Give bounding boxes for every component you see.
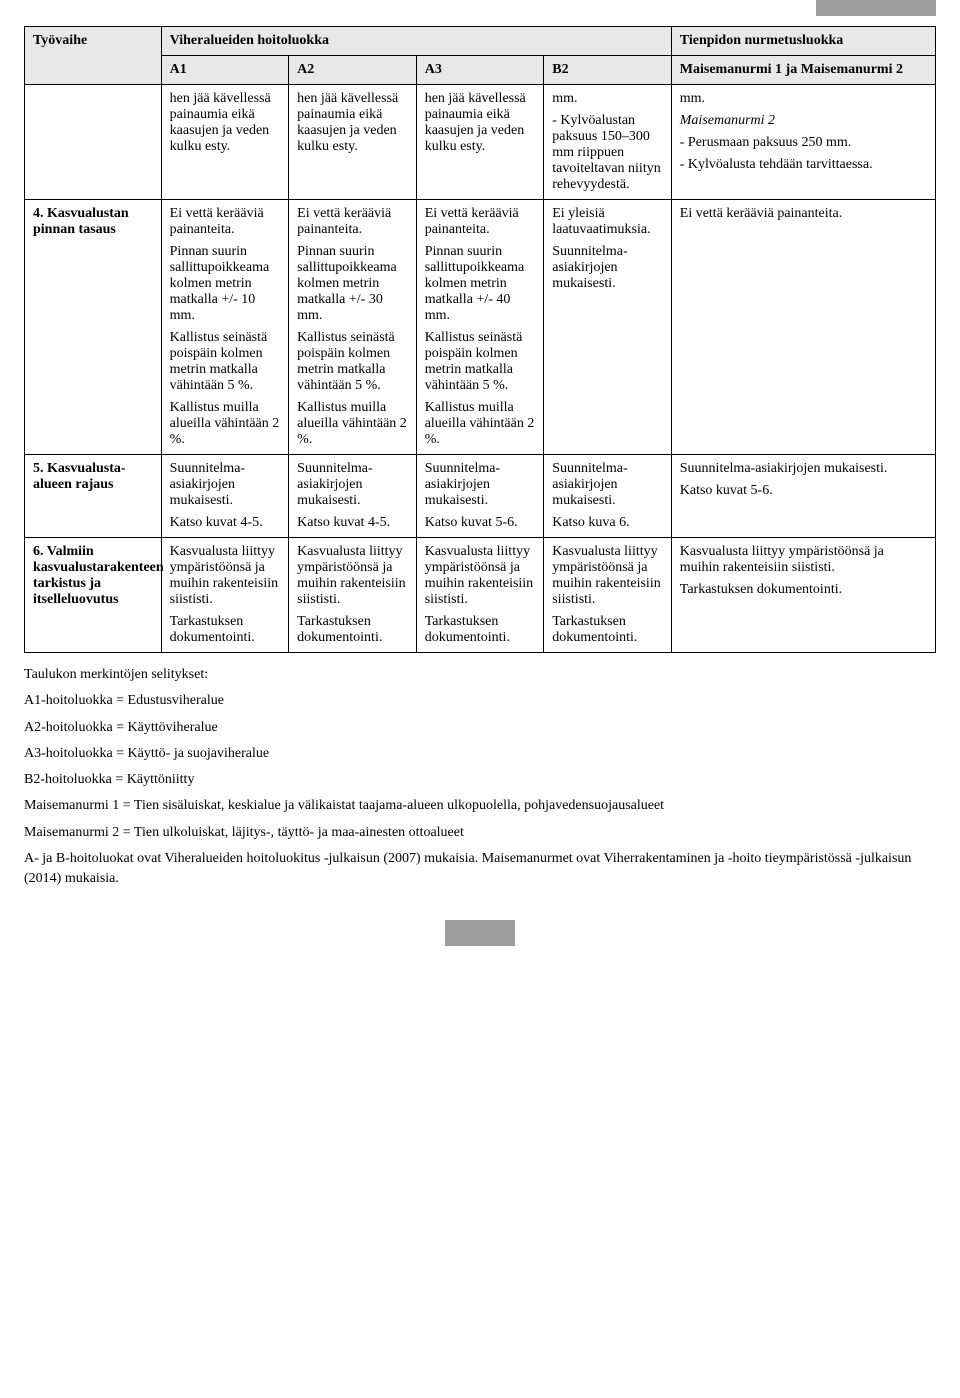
- th-a1: A1: [161, 56, 289, 85]
- text-line: Kallistus muilla alueilla vähintään 2 %.: [297, 400, 408, 448]
- text-line: Pinnan suurin sallittupoikkeama kolmen m…: [425, 244, 536, 324]
- mn-rest-lines: - Perusmaan paksuus 250 mm. - Kylvöalusta…: [680, 135, 927, 173]
- cell-6-a2: Kasvualusta liittyy ympäristöönsä ja mui…: [289, 538, 417, 653]
- th-viheralueiden: Viheralueiden hoitoluokka: [161, 27, 671, 56]
- cell-5-mn: Suunnitelma-asiakirjojen mukaisesti. Kats…: [671, 455, 935, 538]
- text-line: Katso kuva 6.: [552, 515, 663, 531]
- text-line: Pinnan suurin sallittupoikkeama kolmen m…: [170, 244, 281, 324]
- text-line: Maisemanurmi 2 = Tien ulkoluiskat, läjit…: [24, 823, 936, 843]
- text-line: Ei vettä kerääviä painanteita.: [680, 206, 927, 222]
- cell-carry-a1: hen jää kävellessä painaumia eikä kaasuj…: [161, 85, 289, 200]
- cell-5-a1: Suunnitelma-asiakirjojen mukaisesti. Kats…: [161, 455, 289, 538]
- text-line: Kasvualusta liittyy ympäristöönsä ja mui…: [425, 544, 536, 608]
- text-line: Ei vettä kerääviä painanteita.: [425, 206, 536, 238]
- cell-4-a2: Ei vettä kerääviä painanteita. Pinnan suu…: [289, 200, 417, 455]
- text-line: Katso kuvat 5-6.: [425, 515, 536, 531]
- text-line: Tarkastuksen dokumentointi.: [680, 582, 927, 598]
- cell-4-b2: Ei yleisiä laatuvaatimuksia. Suunnitelma-…: [544, 200, 672, 455]
- cell-6-b2: Kasvualusta liittyy ympäristöönsä ja mui…: [544, 538, 672, 653]
- th-a3: A3: [416, 56, 544, 85]
- text-line: Tarkastuksen dokumentointi.: [552, 614, 663, 646]
- text-line: Suunnitelma-asiakirjojen mukaisesti.: [297, 461, 408, 509]
- cell-carry-a2: hen jää kävellessä painaumia eikä kaasuj…: [289, 85, 417, 200]
- text-line: - Perusmaan paksuus 250 mm.: [680, 135, 927, 151]
- th-tienpidon: Tienpidon nurmetusluokka: [671, 27, 935, 56]
- text-line: A2-hoitoluokka = Käyttöviheralue: [24, 718, 936, 738]
- text-line: mm.: [552, 91, 663, 107]
- cell-carry-b2: mm. - Kylvöalustan paksuus 150–300 mm rii…: [544, 85, 672, 200]
- text-line: Maisemanurmi 1 = Tien sisäluiskat, keski…: [24, 796, 936, 816]
- text-line: - Kylvöalustan paksuus 150–300 mm riippu…: [552, 113, 663, 193]
- text-line: hen jää kävellessä painaumia eikä kaasuj…: [425, 91, 536, 155]
- table-row-5: 5. Kasvualusta-alueen rajaus Suunnitelma…: [25, 455, 936, 538]
- cell-carry-mn: mm. Maisemanurmi 2 - Perusmaan paksuus 2…: [671, 85, 935, 200]
- th-a2: A2: [289, 56, 417, 85]
- spec-table: Työvaihe Viheralueiden hoitoluokka Tienp…: [24, 26, 936, 653]
- text-line: Suunnitelma-asiakirjojen mukaisesti.: [170, 461, 281, 509]
- text-line: A1-hoitoluokka = Edustusviheralue: [24, 691, 936, 711]
- text-line: Suunnitelma-asiakirjojen mukaisesti.: [425, 461, 536, 509]
- rowlabel-6: 6. Valmiin kasvualustarakenteen tarkistu…: [25, 538, 162, 653]
- text-line: Tarkastuksen dokumentointi.: [297, 614, 408, 646]
- top-grey-bar: [816, 0, 936, 16]
- bottom-grey-bar: [445, 920, 515, 946]
- cell-4-a1: Ei vettä kerääviä painanteita. Pinnan suu…: [161, 200, 289, 455]
- text-line: Kasvualusta liittyy ympäristöönsä ja mui…: [170, 544, 281, 608]
- text-line: Ei yleisiä laatuvaatimuksia.: [552, 206, 663, 238]
- mn-mm-line: mm.: [680, 91, 927, 107]
- cell-5-a2: Suunnitelma-asiakirjojen mukaisesti. Kats…: [289, 455, 417, 538]
- text-line: - Kylvöalusta tehdään tarvittaessa.: [680, 157, 927, 173]
- text-line: Kallistus seinästä poispäin kolmen metri…: [425, 330, 536, 394]
- mn-ital-label: Maisemanurmi 2: [680, 113, 775, 128]
- footnotes: Taulukon merkintöjen selitykset: A1-hoito…: [24, 665, 936, 890]
- text-line: Kallistus muilla alueilla vähintään 2 %.: [425, 400, 536, 448]
- text-line: Ei vettä kerääviä painanteita.: [297, 206, 408, 238]
- cell-6-a1: Kasvualusta liittyy ympäristöönsä ja mui…: [161, 538, 289, 653]
- text-line: Kasvualusta liittyy ympäristöönsä ja mui…: [680, 544, 927, 576]
- text-line: Kallistus muilla alueilla vähintään 2 %.: [170, 400, 281, 448]
- table-header: Työvaihe Viheralueiden hoitoluokka Tienp…: [25, 27, 936, 85]
- text-line: Taulukon merkintöjen selitykset:: [24, 665, 936, 685]
- text-line: Kasvualusta liittyy ympäristöönsä ja mui…: [552, 544, 663, 608]
- rowlabel-5: 5. Kasvualusta-alueen rajaus: [25, 455, 162, 538]
- cell-6-mn: Kasvualusta liittyy ympäristöönsä ja mui…: [671, 538, 935, 653]
- text-line: Tarkastuksen dokumentointi.: [425, 614, 536, 646]
- text-line: hen jää kävellessä painaumia eikä kaasuj…: [297, 91, 408, 155]
- text-line: Katso kuvat 4-5.: [170, 515, 281, 531]
- cell-6-a3: Kasvualusta liittyy ympäristöönsä ja mui…: [416, 538, 544, 653]
- th-b2: B2: [544, 56, 672, 85]
- cell-4-mn: Ei vettä kerääviä painanteita.: [671, 200, 935, 455]
- rowlabel-carry: [25, 85, 162, 200]
- text-line: B2-hoitoluokka = Käyttöniitty: [24, 770, 936, 790]
- text-line: Kasvualusta liittyy ympäristöönsä ja mui…: [297, 544, 408, 608]
- table-row-carry: hen jää kävellessä painaumia eikä kaasuj…: [25, 85, 936, 200]
- text-line: Suunnitelma-asiakirjojen mukaisesti.: [680, 461, 927, 477]
- text-line: Suunnitelma-asiakirjojen mukaisesti.: [552, 244, 663, 292]
- rowlabel-4: 4. Kasvualustan pinnan tasaus: [25, 200, 162, 455]
- table-row-6: 6. Valmiin kasvualustarakenteen tarkistu…: [25, 538, 936, 653]
- cell-carry-a3: hen jää kävellessä painaumia eikä kaasuj…: [416, 85, 544, 200]
- text-line: Kallistus seinästä poispäin kolmen metri…: [170, 330, 281, 394]
- text-line: A3-hoitoluokka = Käyttö- ja suojaviheral…: [24, 744, 936, 764]
- text-line: Katso kuvat 4-5.: [297, 515, 408, 531]
- th-mn: Maisemanurmi 1 ja Maisemanurmi 2: [671, 56, 935, 85]
- cell-5-b2: Suunnitelma-asiakirjojen mukaisesti. Kats…: [544, 455, 672, 538]
- text-line: Kallistus seinästä poispäin kolmen metri…: [297, 330, 408, 394]
- text-line: Katso kuvat 5-6.: [680, 483, 927, 499]
- table-row-4: 4. Kasvualustan pinnan tasaus Ei vettä k…: [25, 200, 936, 455]
- text-line: Pinnan suurin sallittupoikkeama kolmen m…: [297, 244, 408, 324]
- text-line: Suunnitelma-asiakirjojen mukaisesti.: [552, 461, 663, 509]
- th-tyovaihe: Työvaihe: [25, 27, 162, 85]
- text-line: Tarkastuksen dokumentointi.: [170, 614, 281, 646]
- cell-4-a3: Ei vettä kerääviä painanteita. Pinnan suu…: [416, 200, 544, 455]
- cell-5-a3: Suunnitelma-asiakirjojen mukaisesti. Kats…: [416, 455, 544, 538]
- text-line: A- ja B-hoitoluokat ovat Viheralueiden h…: [24, 849, 936, 890]
- text-line: Ei vettä kerääviä painanteita.: [170, 206, 281, 238]
- text-line: hen jää kävellessä painaumia eikä kaasuj…: [170, 91, 281, 155]
